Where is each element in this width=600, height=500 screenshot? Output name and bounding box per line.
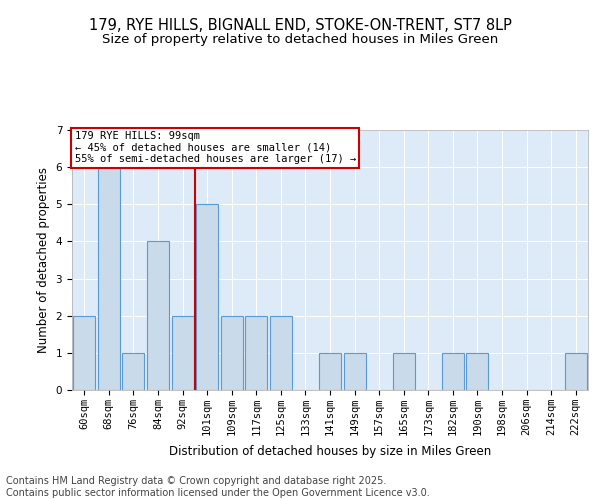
Text: Contains HM Land Registry data © Crown copyright and database right 2025.
Contai: Contains HM Land Registry data © Crown c… [6, 476, 430, 498]
Bar [344, 353, 365, 390]
Bar [245, 316, 268, 390]
Bar [466, 353, 488, 390]
Bar [565, 353, 587, 390]
Bar [147, 242, 169, 390]
Text: 179, RYE HILLS, BIGNALL END, STOKE-ON-TRENT, ST7 8LP: 179, RYE HILLS, BIGNALL END, STOKE-ON-TR… [89, 18, 511, 32]
Bar [392, 353, 415, 390]
Bar [98, 167, 120, 390]
Bar [172, 316, 194, 390]
Bar [73, 316, 95, 390]
Bar [122, 353, 145, 390]
Text: Distribution of detached houses by size in Miles Green: Distribution of detached houses by size … [169, 444, 491, 458]
Bar [221, 316, 243, 390]
Bar [270, 316, 292, 390]
Bar [442, 353, 464, 390]
Text: 179 RYE HILLS: 99sqm
← 45% of detached houses are smaller (14)
55% of semi-detac: 179 RYE HILLS: 99sqm ← 45% of detached h… [74, 132, 356, 164]
Bar [319, 353, 341, 390]
Y-axis label: Number of detached properties: Number of detached properties [37, 167, 50, 353]
Text: Size of property relative to detached houses in Miles Green: Size of property relative to detached ho… [102, 32, 498, 46]
Bar [196, 204, 218, 390]
